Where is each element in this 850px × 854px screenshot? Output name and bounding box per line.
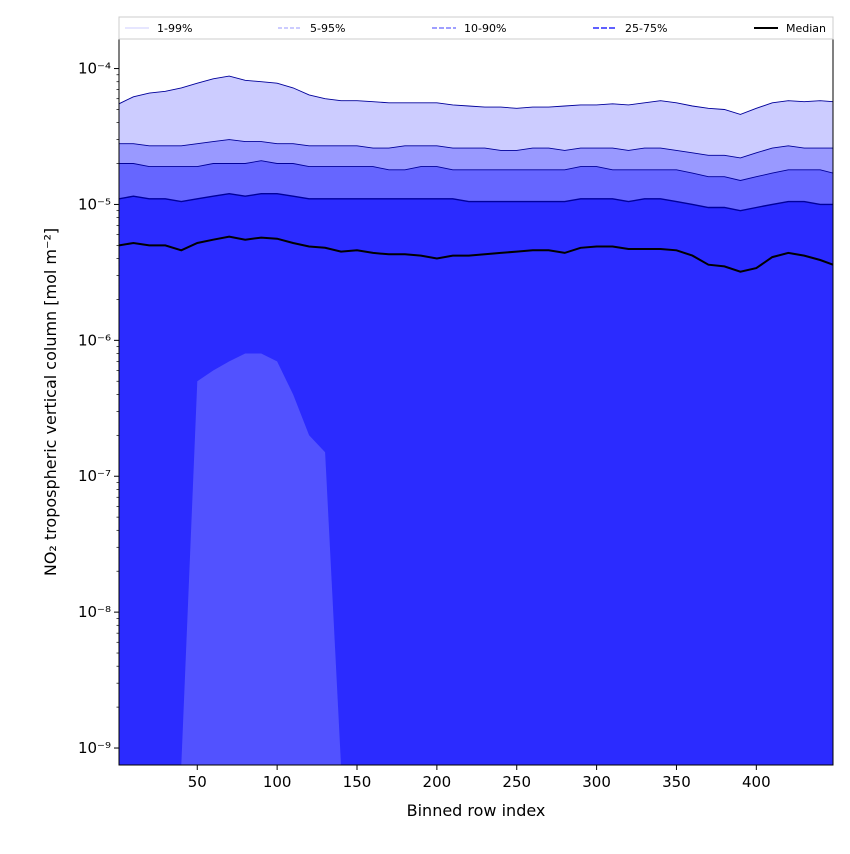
bands-layer <box>119 76 833 765</box>
x-tick-label: 300 <box>582 773 611 791</box>
median-line <box>119 235 833 273</box>
x-tick-label: 50 <box>188 773 207 791</box>
y-tick-label: 10⁻⁹ <box>78 739 111 757</box>
y-tick-label: 10⁻⁴ <box>78 60 111 78</box>
y-axis: 10⁻⁹ 10⁻⁸ 10⁻⁷ 10⁻⁶ 10⁻⁵ 10⁻⁴ <box>78 60 119 757</box>
x-tick-label: 350 <box>662 773 691 791</box>
legend-label: 5-95% <box>310 22 345 35</box>
x-tick-label: 100 <box>263 773 292 791</box>
x-tick-label: 150 <box>343 773 372 791</box>
legend-label: 10-90% <box>464 22 506 35</box>
y-tick-label: 10⁻⁵ <box>78 195 111 213</box>
x-axis-label: Binned row index <box>407 801 546 820</box>
legend-label: 25-75% <box>625 22 667 35</box>
lines-layer <box>119 75 833 273</box>
edge-5-95% <box>119 139 833 159</box>
x-tick-label: 200 <box>423 773 452 791</box>
y-axis-label: NO₂ tropospheric vertical column [mol m⁻… <box>41 228 60 576</box>
band-1-99-lower <box>119 353 833 765</box>
y-tick-label: 10⁻⁸ <box>78 603 111 621</box>
legend-box <box>118 16 834 40</box>
edge-25-75% <box>119 192 833 212</box>
legend: 1-99% 5-95% 10-90% 25-75% Median <box>118 16 834 40</box>
y-tick-label: 10⁻⁷ <box>78 467 111 485</box>
x-axis: 50 100 150 200 250 300 350 400 <box>188 765 771 791</box>
y-tick-label: 10⁻⁶ <box>78 331 111 349</box>
edge-10-90% <box>119 160 833 181</box>
legend-label: Median <box>786 22 826 35</box>
legend-label: 1-99% <box>157 22 192 35</box>
edge-1-99% <box>119 75 833 115</box>
x-tick-label: 400 <box>742 773 771 791</box>
x-tick-label: 250 <box>502 773 531 791</box>
